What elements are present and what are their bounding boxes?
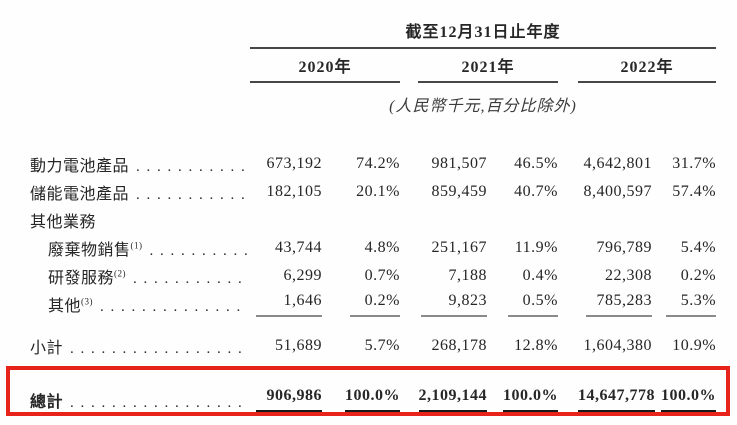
table-row-rd-services: 研發服務(2) 6,299 0.7% 7,188 0.4% 22,308 0.2… [0, 262, 716, 290]
row-label: 儲能電池產品 [30, 186, 130, 203]
table-row-subtotal: 小計 51,689 5.7% 268,178 12.8% 1,604,380 1… [0, 332, 716, 360]
cell-2022-share: 5.3% [652, 290, 717, 318]
table-row-total: 總計 906,986 100.0% 2,109,144 100.0% 14,64… [0, 378, 717, 422]
cell-2021-amount: 251,167 [431, 239, 487, 256]
cell-2020-amount: 182,105 [266, 183, 322, 200]
cell-2020-share: 4.8% [364, 239, 400, 256]
cell-2020-amount: 1,646 [250, 290, 322, 318]
dot-leader [136, 186, 248, 204]
cell-2020-amount: 43,744 [275, 239, 322, 256]
dot-leader [136, 158, 248, 176]
year-header-2021: 2021年 [418, 48, 558, 83]
cell-2020-amount: 51,689 [275, 337, 322, 354]
cell-2021-share: 12.8% [514, 337, 558, 354]
cell-2021-amount: 859,459 [431, 183, 487, 200]
footnote-marker: (1) [130, 240, 143, 251]
year-header-2020: 2020年 [250, 48, 400, 83]
dot-leader [70, 340, 248, 358]
row-label: 動力電池產品 [30, 158, 130, 175]
cell-2021-amount: 2,109,144 [418, 378, 487, 422]
cell-2022-share: 10.9% [672, 337, 717, 354]
dot-leader [70, 394, 248, 412]
unit-note: (人民幣千元,百分比除外) [389, 98, 577, 115]
row-label: 小計 [30, 340, 64, 357]
cell-2022-share: 100.0% [652, 378, 717, 422]
table-row-others: 其他(3) 1,646 0.2% 9,823 0.5% 785,283 5.3% [0, 290, 717, 318]
cell-2021-amount: 9,823 [418, 290, 487, 318]
table-row-other-business-section: 其他業務 [0, 206, 716, 234]
cell-2022-share: 0.2% [680, 267, 717, 284]
cell-2020-share: 5.7% [364, 337, 400, 354]
revenue-table: 截至12月31日止年度 2020年 2021年 2022年 (人民幣千元,百分比… [0, 12, 717, 422]
cell-2020-amount: 906,986 [250, 378, 322, 422]
row-label: 研發服務(2) [48, 268, 127, 287]
year-header-2022: 2022年 [578, 48, 717, 83]
cell-2022-amount: 14,647,778 [578, 378, 655, 422]
footnote-marker: (3) [81, 296, 94, 307]
table-row-storage-battery: 儲能電池產品 182,105 20.1% 859,459 40.7% 8,400… [0, 178, 716, 206]
cell-2021-share: 0.5% [487, 290, 558, 318]
cell-2022-amount: 796,789 [596, 239, 652, 256]
dot-leader [133, 270, 248, 288]
cell-2020-share: 20.1% [356, 183, 400, 200]
cell-2021-share: 11.9% [514, 239, 558, 256]
cell-2022-amount: 4,642,801 [583, 155, 652, 172]
year-headers-row: 2020年 2021年 2022年 [0, 48, 717, 83]
cell-2022-share: 31.7% [672, 155, 717, 172]
cell-2021-amount: 7,188 [448, 267, 487, 284]
unit-note-row: (人民幣千元,百分比除外) [0, 82, 716, 118]
cell-2020-share: 74.2% [356, 155, 400, 172]
row-label: 其他(3) [48, 296, 94, 315]
cell-2022-amount: 785,283 [578, 290, 652, 318]
row-label: 廢棄物銷售(1) [48, 240, 143, 259]
row-label: 總計 [30, 394, 64, 411]
dot-leader [150, 242, 248, 260]
cell-2020-share: 0.2% [322, 290, 400, 318]
cell-2022-share: 5.4% [680, 239, 717, 256]
cell-2022-amount: 8,400,597 [583, 183, 652, 200]
cell-2021-share: 0.4% [522, 267, 558, 284]
cell-2021-share: 46.5% [514, 155, 558, 172]
section-label: 其他業務 [30, 214, 97, 231]
cell-2021-amount: 981,507 [431, 155, 487, 172]
cell-2022-amount: 22,308 [605, 267, 652, 284]
cell-2020-amount: 6,299 [283, 267, 322, 284]
cell-2020-share: 0.7% [364, 267, 400, 284]
dot-leader [100, 298, 248, 316]
period-header: 截至12月31日止年度 [250, 12, 717, 49]
cell-2020-share: 100.0% [322, 378, 400, 422]
cell-2020-amount: 673,192 [266, 155, 322, 172]
period-header-row: 截至12月31日止年度 [0, 12, 717, 49]
table-row-power-battery: 動力電池產品 673,192 74.2% 981,507 46.5% 4,642… [0, 150, 716, 178]
footnote-marker: (2) [114, 268, 127, 279]
table-row-waste-sales: 廢棄物銷售(1) 43,744 4.8% 251,167 11.9% 796,7… [0, 234, 716, 262]
cell-2022-amount: 1,604,380 [583, 337, 652, 354]
cell-2022-share: 57.4% [672, 183, 717, 200]
cell-2021-amount: 268,178 [431, 337, 487, 354]
cell-2021-share: 40.7% [514, 183, 558, 200]
cell-2021-share: 100.0% [487, 378, 558, 422]
